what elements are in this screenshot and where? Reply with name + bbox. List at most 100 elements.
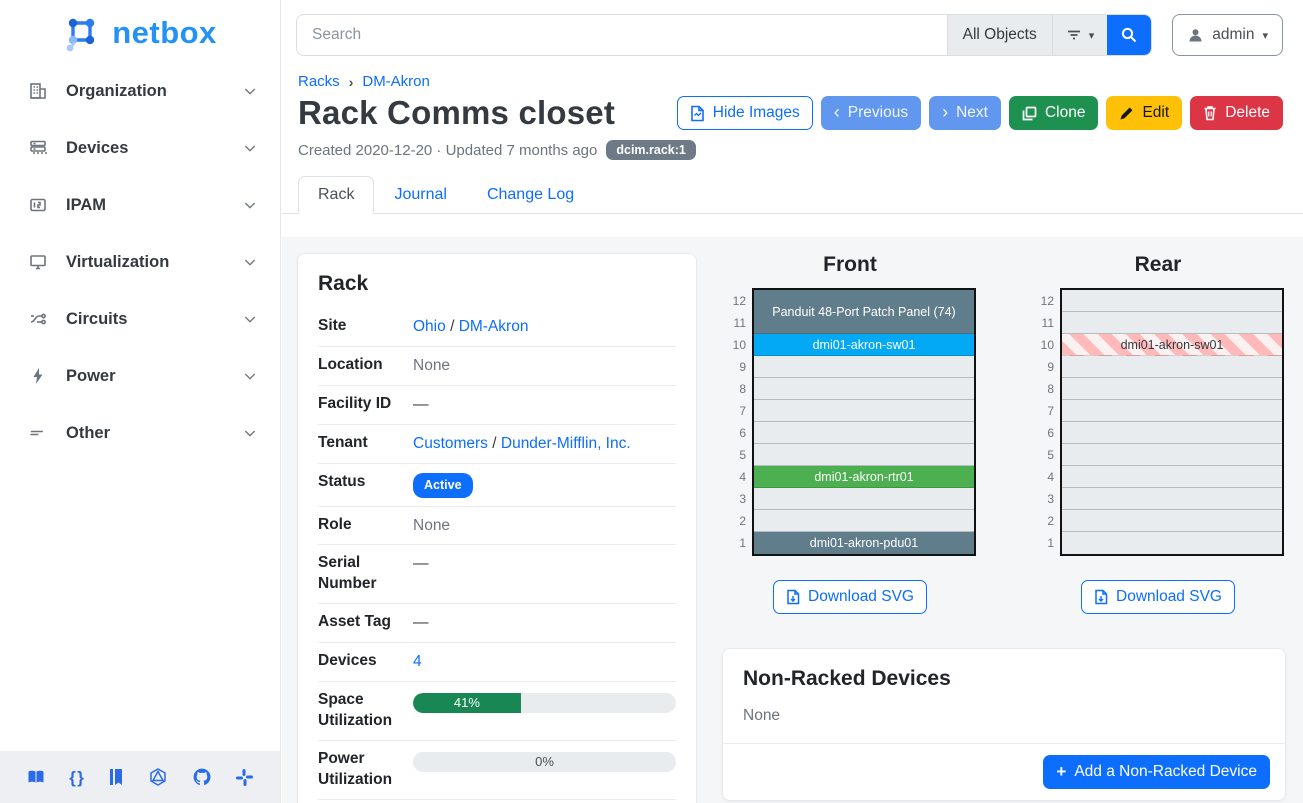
rack-device[interactable]: Panduit 48-Port Patch Panel (74)	[754, 290, 974, 334]
rack-unit-empty[interactable]	[754, 378, 974, 400]
edit-button[interactable]: Edit	[1106, 96, 1183, 130]
rack-unit-empty[interactable]	[1062, 378, 1282, 400]
front-elevation-title: Front	[823, 253, 877, 276]
tenant-link[interactable]: Dunder-Mifflin, Inc.	[500, 434, 631, 452]
rack-device[interactable]: dmi01-akron-sw01	[1062, 334, 1282, 356]
unit-label: 8	[1047, 382, 1054, 396]
site-link[interactable]: DM-Akron	[458, 318, 529, 335]
rack-unit-empty[interactable]	[1062, 488, 1282, 510]
trash-icon	[1203, 105, 1217, 121]
sidebar-item-other[interactable]: Other	[0, 417, 280, 449]
rack-unit-empty[interactable]	[1062, 356, 1282, 378]
person-icon	[1187, 27, 1204, 44]
rack-device[interactable]: dmi01-akron-pdu01	[754, 532, 974, 554]
sidebar-item-virtualization[interactable]: Virtualization	[0, 246, 280, 278]
github-icon[interactable]	[192, 767, 212, 787]
breadcrumb: Racks › DM-Akron	[298, 73, 1303, 90]
slack-icon[interactable]	[235, 768, 254, 787]
unit-label: 1	[1047, 536, 1054, 550]
previous-button[interactable]: ‹ Previous	[820, 96, 922, 130]
object-action-buttons: Hide Images ‹ Previous › Next Clone Ed	[676, 96, 1283, 130]
asset-tag-value: —	[413, 614, 429, 632]
rack-unit-empty[interactable]	[754, 444, 974, 466]
chevron-down-icon	[242, 83, 258, 99]
ipam-icon	[27, 195, 49, 215]
sidebar-item-ipam[interactable]: IPAM	[0, 189, 280, 221]
graphql-icon[interactable]	[148, 767, 168, 787]
tab-change-log[interactable]: Change Log	[486, 186, 575, 203]
rack-device[interactable]: dmi01-akron-rtr01	[754, 466, 974, 488]
sidebar-footer: { }	[0, 751, 280, 803]
caret-down-icon: ▾	[1262, 29, 1268, 42]
organization-icon	[27, 81, 49, 101]
rest-api-icon[interactable]: { }	[69, 767, 84, 787]
sidebar-item-devices[interactable]: Devices	[0, 132, 280, 164]
docs-book-icon[interactable]	[26, 767, 46, 787]
role-value: None	[413, 516, 451, 534]
search-filter-button[interactable]: ▾	[1051, 15, 1108, 55]
sidebar-item-circuits[interactable]: Circuits	[0, 303, 280, 335]
rack-unit-empty[interactable]	[1062, 312, 1282, 334]
rack-unit-empty[interactable]	[1062, 422, 1282, 444]
rack-unit-empty[interactable]	[1062, 290, 1282, 312]
next-button[interactable]: › Next	[929, 96, 1001, 130]
rack-unit-empty[interactable]	[1062, 466, 1282, 488]
devices-count-link[interactable]: 4	[413, 653, 422, 671]
non-racked-devices-title: Non-Racked Devices	[743, 667, 951, 690]
rack-unit-empty[interactable]	[1062, 532, 1282, 554]
rack-unit-empty[interactable]	[754, 510, 974, 532]
breadcrumb-dm-akron[interactable]: DM-Akron	[362, 73, 430, 90]
unit-label: 2	[1047, 514, 1054, 528]
tab-journal[interactable]: Journal	[394, 186, 447, 203]
rack-unit-empty[interactable]	[1062, 510, 1282, 532]
unit-label: 5	[739, 448, 746, 462]
chevron-right-icon: ›	[942, 102, 949, 122]
rack-unit-empty[interactable]	[1062, 444, 1282, 466]
front-download-svg-button[interactable]: Download SVG	[773, 580, 927, 614]
rack-unit-empty[interactable]	[754, 422, 974, 444]
attr-row-space-utilization: Space Utilization 41%	[318, 682, 676, 742]
copy-icon	[1022, 106, 1037, 121]
tenant-group-link[interactable]: Customers	[413, 434, 488, 452]
rear-download-svg-button[interactable]: Download SVG	[1081, 580, 1235, 614]
facility-id-value: —	[413, 395, 429, 413]
breadcrumb-racks[interactable]: Racks	[298, 73, 340, 90]
search-input[interactable]	[297, 15, 947, 55]
rear-elevation: Rear 12 11 10 9 8 7 6 5 4 3 2 1 dmi01-akron-sw01 Do…	[1032, 253, 1284, 614]
delete-button[interactable]: Delete	[1190, 96, 1283, 130]
sidebar: netbox Organization Devices	[0, 0, 281, 803]
other-icon	[27, 423, 49, 443]
location-value: None	[413, 356, 451, 374]
unit-label: 10	[732, 338, 746, 352]
search-submit-button[interactable]	[1107, 15, 1152, 55]
attr-row-site: Site Ohio / DM-Akron	[318, 308, 676, 347]
rack-unit-empty[interactable]	[754, 356, 974, 378]
rack-device[interactable]: dmi01-akron-sw01	[754, 334, 974, 356]
rack-unit-empty[interactable]	[754, 400, 974, 422]
user-menu-button[interactable]: admin ▾	[1172, 14, 1283, 56]
power-utilization-bar: 0%	[413, 752, 676, 773]
sidebar-item-organization[interactable]: Organization	[0, 75, 280, 107]
devices-icon	[27, 138, 49, 158]
sidebar-item-power[interactable]: Power	[0, 360, 280, 392]
object-id-badge: dcim.rack:1	[606, 140, 696, 160]
chevron-down-icon	[242, 197, 258, 213]
chevron-down-icon	[242, 254, 258, 270]
non-racked-devices-empty: None	[743, 707, 781, 724]
unit-label: 8	[739, 382, 746, 396]
tab-rack[interactable]: Rack	[298, 176, 375, 214]
unit-label: 12	[1040, 294, 1054, 308]
chevron-right-icon: ›	[348, 73, 354, 90]
netbox-logo[interactable]: netbox	[0, 0, 280, 61]
api-docs-icon[interactable]	[107, 767, 125, 787]
rack-unit-empty[interactable]	[754, 488, 974, 510]
hide-images-button[interactable]: Hide Images	[676, 96, 813, 130]
rack-unit-empty[interactable]	[1062, 400, 1282, 422]
attr-row-serial: Serial Number —	[318, 545, 676, 605]
search-scope-button[interactable]: All Objects	[946, 15, 1052, 55]
netbox-logo-icon	[63, 13, 103, 53]
clone-button[interactable]: Clone	[1008, 96, 1099, 130]
add-non-racked-device-button[interactable]: + Add a Non-Racked Device	[1043, 755, 1270, 789]
site-region-link[interactable]: Ohio	[413, 318, 446, 335]
global-search: All Objects ▾	[296, 14, 1153, 56]
